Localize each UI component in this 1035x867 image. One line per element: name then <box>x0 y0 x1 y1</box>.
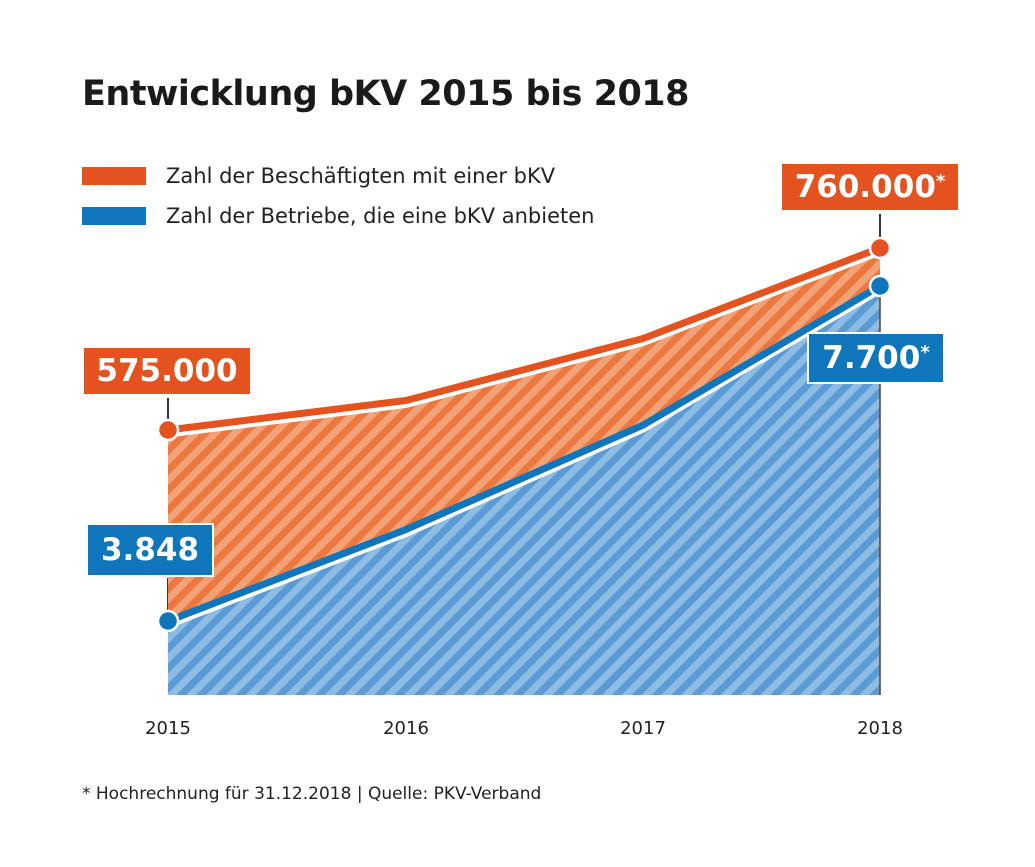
data-label-companies-2015: 3.848 <box>86 523 214 577</box>
x-tick-label: 2015 <box>145 718 191 739</box>
data-point-companies <box>156 609 180 633</box>
x-tick-label: 2016 <box>383 718 429 739</box>
area-companies <box>168 292 880 695</box>
legend-label: Zahl der Betriebe, die eine bKV anbieten <box>166 204 595 228</box>
x-tick-label: 2017 <box>620 718 666 739</box>
legend-item-employees: Zahl der Beschäftigten mit einer bKV <box>82 164 556 188</box>
data-label-companies-2018: 7.700 * <box>807 332 945 384</box>
footnote: * Hochrechnung für 31.12.2018 | Quelle: … <box>82 784 542 804</box>
line-companies <box>166 282 882 625</box>
legend-swatch-orange <box>82 167 146 185</box>
data-point-employees <box>868 236 892 260</box>
data-point-companies <box>868 274 892 298</box>
line-employees <box>167 244 882 434</box>
data-point-employees <box>156 418 180 442</box>
data-label-employees-2018: 760.000 * <box>780 162 960 212</box>
legend-label: Zahl der Beschäftigten mit einer bKV <box>166 164 556 188</box>
legend-swatch-blue <box>82 207 146 225</box>
line-outline-employees <box>167 248 882 438</box>
x-tick-label: 2018 <box>857 718 903 739</box>
data-label-employees-2015: 575.000 <box>82 346 252 396</box>
legend-item-companies: Zahl der Betriebe, die eine bKV anbieten <box>82 204 595 228</box>
chart-title: Entwicklung bKV 2015 bis 2018 <box>82 74 690 114</box>
